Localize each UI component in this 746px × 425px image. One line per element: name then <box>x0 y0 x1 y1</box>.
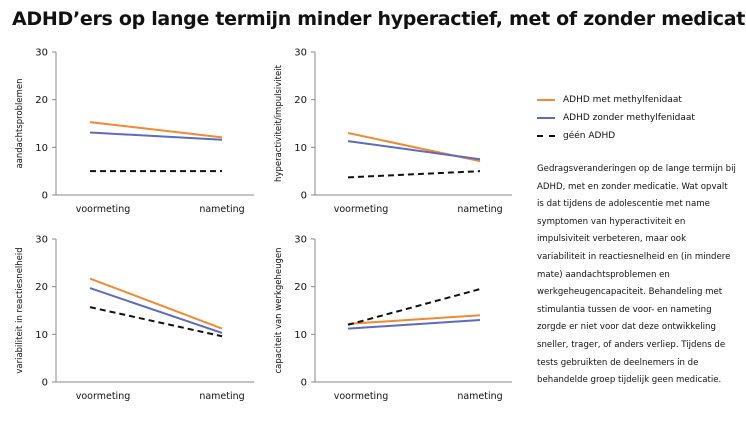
series-line-zonder-methylfenidaat <box>89 287 223 334</box>
legend-item-geen-adhd: géén ADHD <box>537 127 737 145</box>
y-tick-label: 0 <box>301 378 307 389</box>
series-line-zonder-methylfenidaat <box>347 319 481 330</box>
series-line-met-methylfenidaat <box>89 121 223 139</box>
y-tick-label: 20 <box>35 282 48 293</box>
x-tick-label: voormeting <box>334 391 389 402</box>
x-tick-label: nameting <box>199 391 244 402</box>
y-tick-label: 20 <box>294 95 307 106</box>
legend-swatch-orange <box>537 99 555 101</box>
legend-swatch-dashed <box>537 135 555 137</box>
chart-panel: 0 10 20 30 hyperactiviteit/impulsiviteit voor… <box>274 48 512 215</box>
chart-panel: 0 10 20 30 capaciteit van werkgeheugen voorme… <box>274 235 512 402</box>
series-line-geen-adhd <box>347 170 481 179</box>
series-line-zonder-methylfenidaat <box>347 140 481 161</box>
chart-description: Gedragsveranderingen op de lange termijn… <box>537 164 736 386</box>
y-tick-label: 30 <box>35 235 48 246</box>
x-tick-label: voormeting <box>76 204 131 215</box>
series-line-zonder-methylfenidaat <box>89 131 223 141</box>
y-tick-label: 10 <box>35 330 48 341</box>
series-line-geen-adhd <box>89 306 223 338</box>
y-axis-label: variabiliteit in reactiesnelheid <box>15 247 25 373</box>
y-tick-label: 10 <box>35 143 48 154</box>
y-axis-label: aandachtsproblemen <box>15 78 25 168</box>
y-tick-label: 20 <box>35 95 48 106</box>
legend-item-zonder-methylfenidaat: ADHD zonder methylfenidaat <box>537 109 737 127</box>
x-tick-label: nameting <box>457 391 502 402</box>
y-tick-label: 30 <box>35 48 48 59</box>
legend: ADHD met methylfenidaat ADHD zonder meth… <box>537 91 737 145</box>
series-line-geen-adhd <box>347 288 481 326</box>
x-tick-label: nameting <box>199 204 244 215</box>
legend-swatch-blue <box>537 117 555 119</box>
y-tick-label: 30 <box>294 235 307 246</box>
y-tick-label: 0 <box>42 191 48 202</box>
y-tick-label: 10 <box>294 330 307 341</box>
x-tick-label: voormeting <box>76 391 131 402</box>
legend-label: ADHD zonder methylfenidaat <box>563 113 695 123</box>
legend-item-methylfenidaat: ADHD met methylfenidaat <box>537 91 737 109</box>
y-axis-label: hyperactiviteit/impulsiviteit <box>274 64 284 182</box>
legend-label: ADHD met methylfenidaat <box>563 95 682 105</box>
y-tick-label: 0 <box>42 378 48 389</box>
y-tick-label: 20 <box>294 282 307 293</box>
y-axis-label: capaciteit van werkgeheugen <box>274 247 284 373</box>
chart-panel: 0 10 20 30 variabiliteit in reactiesnelheid v… <box>15 235 254 402</box>
chart-panel: 0 10 20 30 aandachtsproblemen voormeting namet… <box>15 48 254 215</box>
x-tick-label: voormeting <box>334 204 389 215</box>
y-tick-label: 0 <box>301 191 307 202</box>
x-tick-label: nameting <box>457 204 502 215</box>
legend-label: géén ADHD <box>563 131 616 141</box>
y-tick-label: 30 <box>294 48 307 59</box>
series-line-met-methylfenidaat <box>89 277 223 330</box>
series-line-met-methylfenidaat <box>347 314 481 325</box>
page-title: ADHD’ers op lange termijn minder hyperac… <box>12 8 746 30</box>
y-tick-label: 10 <box>294 143 307 154</box>
